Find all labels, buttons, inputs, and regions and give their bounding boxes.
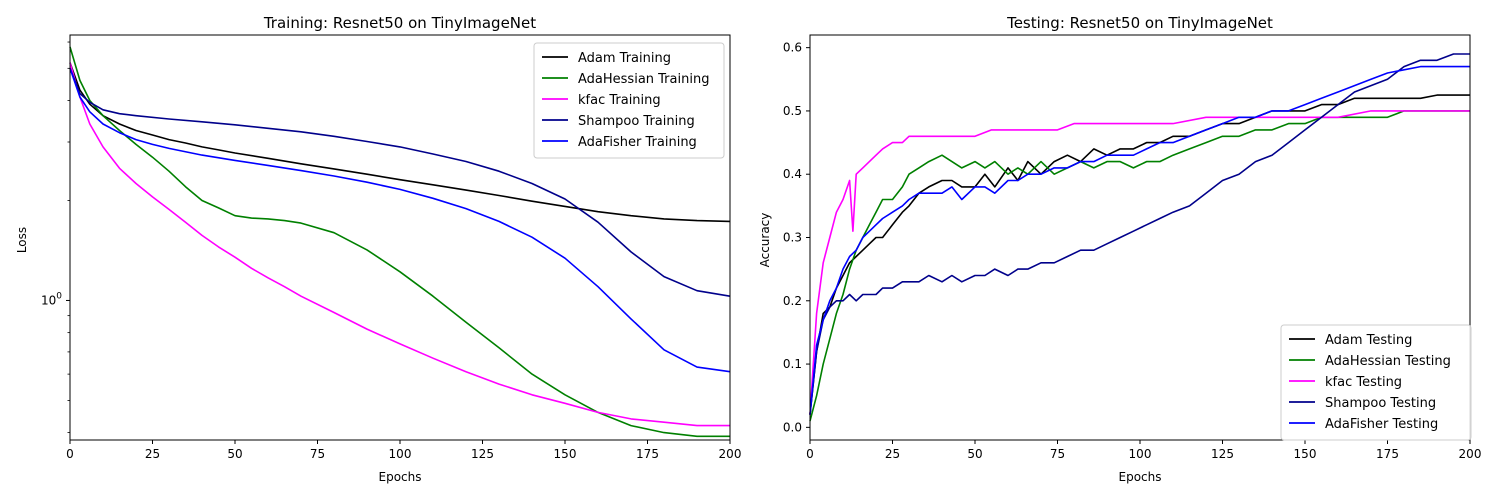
testing-series-lines: [809, 53, 1470, 422]
x-tick-label: 175: [1376, 447, 1399, 461]
x-tick-label: 175: [636, 447, 659, 461]
legend-label-adam-testing: Adam Testing: [1325, 333, 1412, 348]
legend-label-adafisher-testing: AdaFisher Testing: [1325, 417, 1438, 432]
series-line-adam-testing: [809, 94, 1470, 415]
y-tick-label: 0.4: [783, 167, 802, 181]
x-tick-label: 75: [310, 447, 325, 461]
legend-label-adam-training: Adam Training: [578, 51, 671, 66]
testing-legend: Adam Testing AdaHessian Testing kfac Testi…: [1280, 324, 1472, 441]
series-line-shampoo-training: [69, 68, 731, 297]
legend-label-kfac-testing: kfac Testing: [1325, 375, 1402, 390]
series-line-adafisher-testing: [809, 65, 1470, 415]
testing-accuracy-chart: Testing: Resnet50 on TinyImageNet Epochs…: [758, 14, 1481, 484]
series-line-adafisher-training: [69, 68, 731, 373]
y-tick-label: 0.0: [783, 420, 802, 434]
training-chart-title: Training: Resnet50 on TinyImageNet: [263, 14, 536, 32]
series-line-kfac-training: [69, 62, 730, 427]
x-tick-label: 0: [806, 447, 814, 461]
testing-plot-frame: [809, 34, 1471, 441]
y-tick-label: 0.5: [783, 104, 802, 118]
x-tick-label: 100: [1129, 447, 1152, 461]
training-y-axis-label: Loss: [15, 227, 29, 253]
x-tick-label: 125: [1211, 447, 1234, 461]
legend-box: [1280, 324, 1472, 441]
testing-y-ticks: 0.0 0.1 0.2 0.3 0.4 0.5 0.6: [783, 41, 810, 434]
x-tick-label: 25: [885, 447, 900, 461]
legend-label-adahessian-testing: AdaHessian Testing: [1325, 354, 1451, 369]
series-line-shampoo-testing: [809, 53, 1470, 415]
testing-x-ticks: 0 25 50 75 100 125 150 175 200: [806, 440, 1481, 461]
series-line-adahessian-training: [69, 46, 730, 438]
legend-label-shampoo-training: Shampoo Training: [578, 114, 695, 129]
training-x-axis-label: Epochs: [379, 470, 422, 484]
y-tick-label: 0.6: [783, 41, 802, 55]
training-series-lines: [69, 46, 731, 438]
legend-label-shampoo-testing: Shampoo Testing: [1325, 396, 1436, 411]
legend-label-adahessian-training: AdaHessian Training: [578, 72, 709, 87]
x-tick-label: 25: [145, 447, 160, 461]
training-x-ticks: 0 25 50 75 100 125 150 175 200: [66, 440, 741, 461]
x-tick-label: 100: [389, 447, 412, 461]
x-tick-label: 200: [1459, 447, 1482, 461]
x-tick-label: 150: [1294, 447, 1317, 461]
x-tick-label: 0: [66, 447, 74, 461]
x-tick-label: 200: [719, 447, 742, 461]
y-tick-label: 0.3: [783, 231, 802, 245]
y-tick-label: 0.2: [783, 294, 802, 308]
training-plot-frame: [69, 34, 731, 441]
training-legend: Adam Training AdaHessian Training kfac Tra…: [533, 42, 725, 159]
training-loss-chart: Training: Resnet50 on TinyImageNet Epoch…: [15, 14, 741, 484]
series-line-adam-training: [69, 62, 731, 223]
testing-chart-title: Testing: Resnet50 on TinyImageNet: [1006, 14, 1273, 32]
x-tick-label: 50: [227, 447, 242, 461]
x-tick-label: 125: [471, 447, 494, 461]
y-tick-label: 0.1: [783, 357, 802, 371]
y-tick-label-exponent: 0: [56, 291, 62, 301]
x-tick-label: 50: [967, 447, 982, 461]
x-tick-label: 150: [554, 447, 577, 461]
testing-y-axis-label: Accuracy: [758, 213, 772, 268]
testing-x-axis-label: Epochs: [1119, 470, 1162, 484]
x-tick-label: 75: [1050, 447, 1065, 461]
legend-box: [533, 42, 725, 159]
legend-label-kfac-training: kfac Training: [578, 93, 661, 108]
legend-label-adafisher-training: AdaFisher Training: [578, 135, 697, 150]
